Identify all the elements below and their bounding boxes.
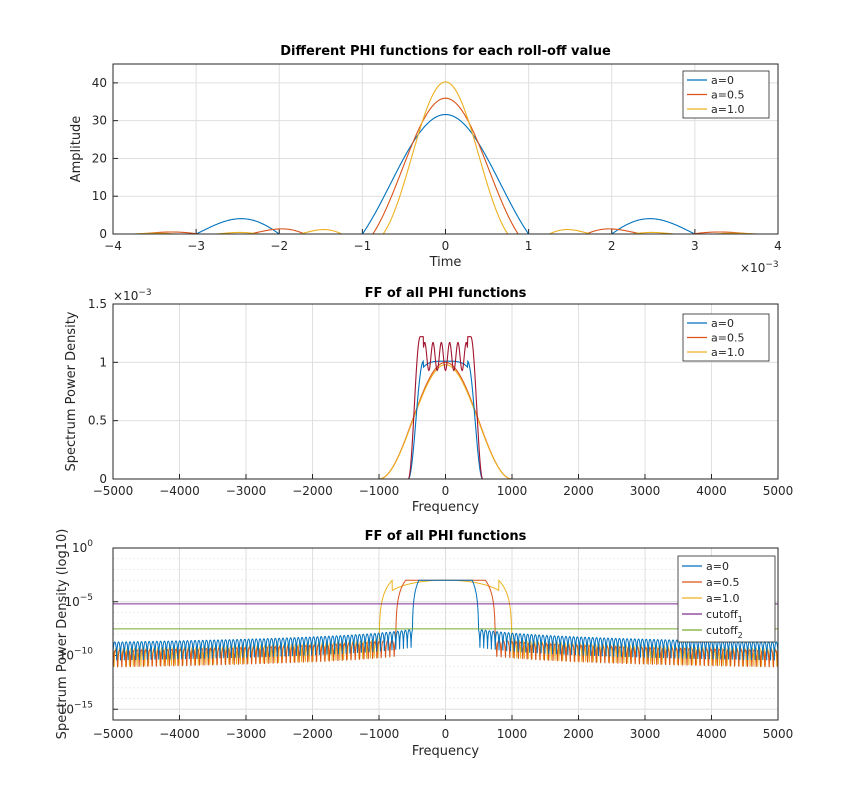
- y-tick-label: 100: [72, 539, 93, 555]
- x-tick-label: 5000: [763, 484, 794, 498]
- x-tick-label: 3: [691, 239, 699, 253]
- x-tick-label: 2000: [563, 727, 594, 741]
- x-tick-label: 1: [525, 239, 533, 253]
- x-tick-label: 0: [442, 484, 450, 498]
- x-tick-label: −4: [104, 239, 122, 253]
- x-tick-label: −5000: [93, 484, 134, 498]
- x-tick-label: −1000: [359, 484, 400, 498]
- x-tick-label: −2000: [292, 727, 333, 741]
- y-tick-label: 20: [92, 151, 107, 165]
- y-axis-label: Spectrum Power Density (log10): [55, 529, 70, 740]
- legend: [677, 555, 776, 643]
- x-tick-label: 4000: [696, 484, 727, 498]
- x-tick-label: 5000: [763, 727, 794, 741]
- x-tick-label: −2000: [292, 484, 333, 498]
- series-line: [113, 361, 778, 479]
- x-axis-label: Frequency: [412, 744, 479, 759]
- legend-label: a=1.0: [711, 346, 744, 359]
- x-axis-label: Frequency: [412, 500, 479, 515]
- series-line: [113, 81, 778, 234]
- y-tick-label: 40: [92, 76, 107, 90]
- legend-label: a=1.0: [706, 592, 739, 605]
- axes-box: [112, 63, 779, 235]
- x-axis-label: Time: [429, 255, 462, 270]
- legend-label: a=1.0: [711, 103, 744, 116]
- y-tick-label: 1: [99, 355, 107, 369]
- x-tick-label: 0: [442, 239, 450, 253]
- legend-label: a=0.5: [706, 576, 739, 589]
- y-tick-label: 10: [92, 189, 107, 203]
- chart-title: FF of all PHI functions: [365, 286, 527, 301]
- axes-box: [112, 303, 779, 480]
- x-tick-label: 2000: [563, 484, 594, 498]
- x-tick-label: −4000: [159, 727, 200, 741]
- y-axis-label: Amplitude: [69, 116, 84, 183]
- legend-label: a=0: [706, 560, 729, 573]
- legend-label: a=0.5: [711, 89, 744, 102]
- series-line: [113, 364, 778, 479]
- legend-label: cutoff2: [706, 624, 743, 640]
- legend: [682, 70, 770, 119]
- x-tick-label: 4: [774, 239, 782, 253]
- x-tick-label: −2: [270, 239, 288, 253]
- legend-label: a=0: [711, 317, 734, 330]
- series-line: [113, 97, 778, 234]
- x-tick-label: 1000: [497, 484, 528, 498]
- y-exponent-label: ×10−3: [113, 288, 152, 303]
- y-tick-label: 1.5: [88, 297, 107, 311]
- series-line: [113, 579, 778, 661]
- x-exponent-label: ×10−3: [740, 260, 779, 275]
- y-tick-label: 30: [92, 114, 107, 128]
- x-tick-label: −3: [187, 239, 205, 253]
- x-tick-label: −5000: [93, 727, 134, 741]
- x-tick-label: 0: [442, 727, 450, 741]
- x-tick-label: 2: [608, 239, 616, 253]
- x-tick-label: −1: [354, 239, 372, 253]
- series-line: [113, 113, 778, 234]
- y-axis-label: Spectrum Power Density: [64, 311, 79, 471]
- x-tick-label: −3000: [226, 727, 267, 741]
- x-tick-label: 4000: [696, 727, 727, 741]
- legend-label: a=0.5: [711, 332, 744, 345]
- y-tick-label: 0: [99, 472, 107, 486]
- chart-title: Different PHI functions for each roll-of…: [280, 44, 611, 59]
- legend-label: a=0: [711, 74, 734, 87]
- series-line: [113, 336, 778, 479]
- x-tick-label: 3000: [630, 727, 661, 741]
- y-tick-label: 0.5: [88, 414, 107, 428]
- y-tick-label: 0: [99, 227, 107, 241]
- series-line: [113, 359, 778, 479]
- x-tick-label: 1000: [497, 727, 528, 741]
- chart-3: −5000 −4000 −3000 −2000 −1000 0 1000 2000 3000 40…: [55, 529, 793, 759]
- legend-label: cutoff1: [706, 608, 743, 624]
- chart-title: FF of all PHI functions: [365, 529, 527, 544]
- chart-2: −5000 −4000 −3000 −2000 −1000 0 1000 2000 3000 40…: [64, 286, 793, 515]
- axes-box: [112, 547, 779, 721]
- x-tick-label: −4000: [159, 484, 200, 498]
- x-tick-label: −1000: [359, 727, 400, 741]
- x-tick-label: −3000: [226, 484, 267, 498]
- x-tick-label: 3000: [630, 484, 661, 498]
